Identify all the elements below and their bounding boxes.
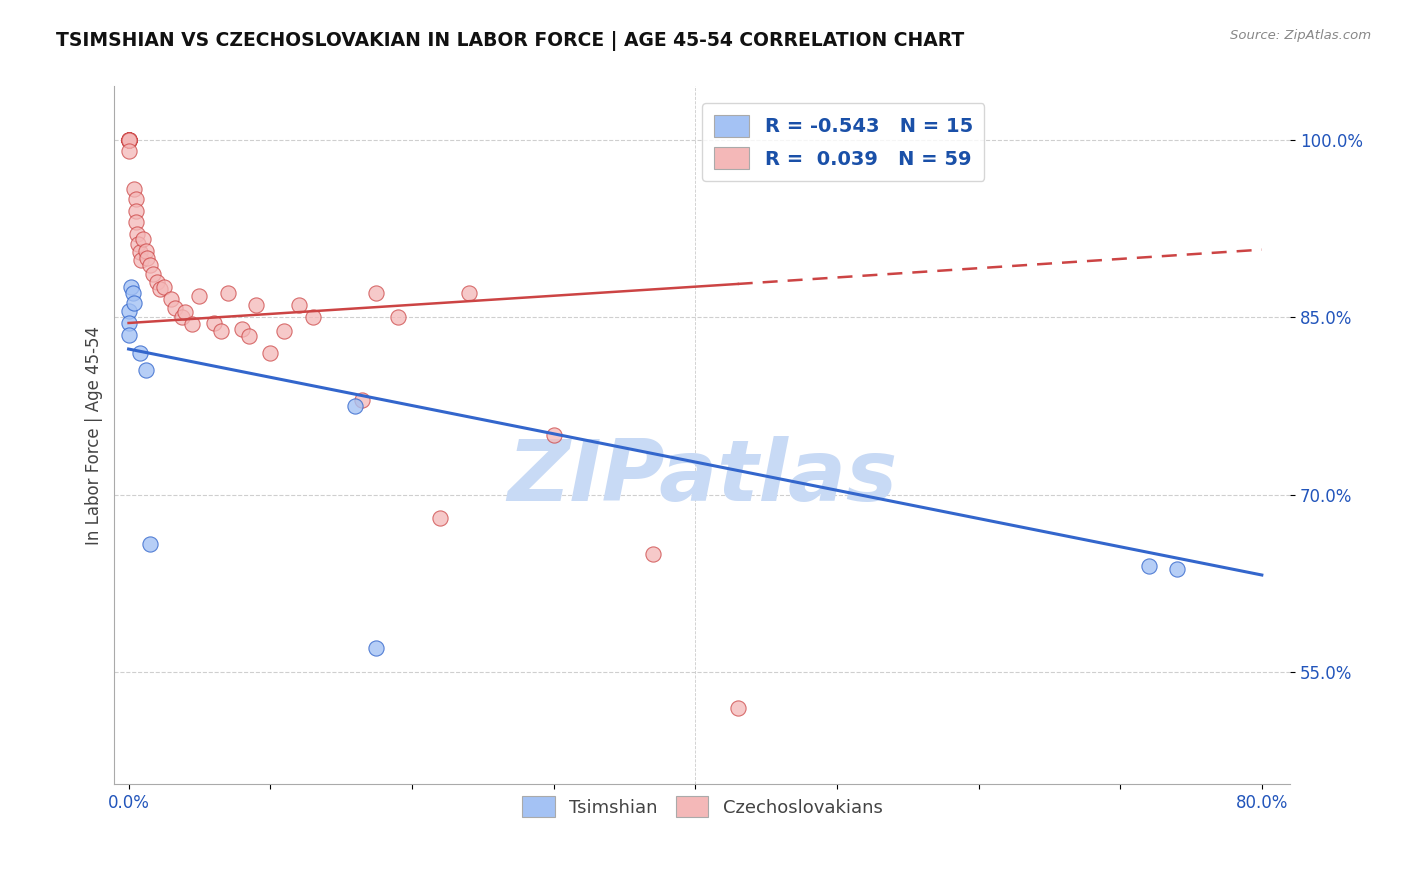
Point bbox=[238, 329, 260, 343]
Point bbox=[149, 282, 172, 296]
Text: ZIPatlas: ZIPatlas bbox=[508, 436, 897, 519]
Point bbox=[136, 251, 159, 265]
Point bbox=[202, 316, 225, 330]
Point bbox=[117, 133, 139, 147]
Y-axis label: In Labor Force | Age 45-54: In Labor Force | Age 45-54 bbox=[86, 326, 103, 545]
Point bbox=[543, 428, 565, 442]
Point bbox=[245, 298, 267, 312]
Point bbox=[117, 327, 139, 342]
Point bbox=[301, 310, 323, 324]
Point bbox=[135, 363, 157, 377]
Point bbox=[153, 280, 176, 294]
Point bbox=[387, 310, 409, 324]
Point bbox=[429, 511, 451, 525]
Point bbox=[117, 133, 139, 147]
Point bbox=[124, 215, 146, 229]
Legend: Tsimshian, Czechoslovakians: Tsimshian, Czechoslovakians bbox=[515, 789, 890, 824]
Point bbox=[1137, 558, 1160, 573]
Point bbox=[117, 133, 139, 147]
Text: Source: ZipAtlas.com: Source: ZipAtlas.com bbox=[1230, 29, 1371, 42]
Point bbox=[641, 547, 664, 561]
Point bbox=[727, 700, 749, 714]
Point bbox=[128, 236, 150, 251]
Point bbox=[124, 192, 146, 206]
Point bbox=[117, 304, 139, 318]
Point bbox=[188, 289, 211, 303]
Point bbox=[174, 305, 197, 319]
Point bbox=[117, 133, 139, 147]
Point bbox=[146, 275, 169, 289]
Point bbox=[344, 399, 367, 413]
Point bbox=[125, 227, 148, 242]
Point bbox=[117, 316, 139, 330]
Point bbox=[273, 324, 295, 338]
Point bbox=[129, 245, 152, 260]
Point bbox=[231, 322, 253, 336]
Point bbox=[117, 133, 139, 147]
Text: TSIMSHIAN VS CZECHOSLOVAKIAN IN LABOR FORCE | AGE 45-54 CORRELATION CHART: TSIMSHIAN VS CZECHOSLOVAKIAN IN LABOR FO… bbox=[56, 31, 965, 51]
Point bbox=[120, 280, 142, 294]
Point bbox=[139, 258, 162, 272]
Point bbox=[117, 133, 139, 147]
Point bbox=[135, 244, 157, 258]
Point bbox=[160, 293, 183, 307]
Point bbox=[117, 133, 139, 147]
Point bbox=[165, 301, 187, 315]
Point bbox=[209, 324, 232, 338]
Point bbox=[124, 203, 146, 218]
Point bbox=[117, 133, 139, 147]
Point bbox=[122, 182, 145, 196]
Point bbox=[139, 537, 162, 551]
Point bbox=[366, 641, 388, 656]
Point bbox=[457, 286, 479, 301]
Point bbox=[131, 253, 153, 268]
Point bbox=[132, 232, 155, 246]
Point bbox=[1166, 562, 1188, 576]
Point bbox=[142, 268, 165, 282]
Point bbox=[117, 145, 139, 159]
Point bbox=[259, 345, 281, 359]
Point bbox=[129, 345, 152, 359]
Point bbox=[352, 392, 374, 407]
Point bbox=[122, 296, 145, 310]
Point bbox=[181, 317, 204, 331]
Point bbox=[366, 286, 388, 301]
Point bbox=[121, 286, 143, 301]
Point bbox=[117, 133, 139, 147]
Point bbox=[287, 298, 309, 312]
Point bbox=[172, 310, 194, 324]
Point bbox=[217, 286, 239, 301]
